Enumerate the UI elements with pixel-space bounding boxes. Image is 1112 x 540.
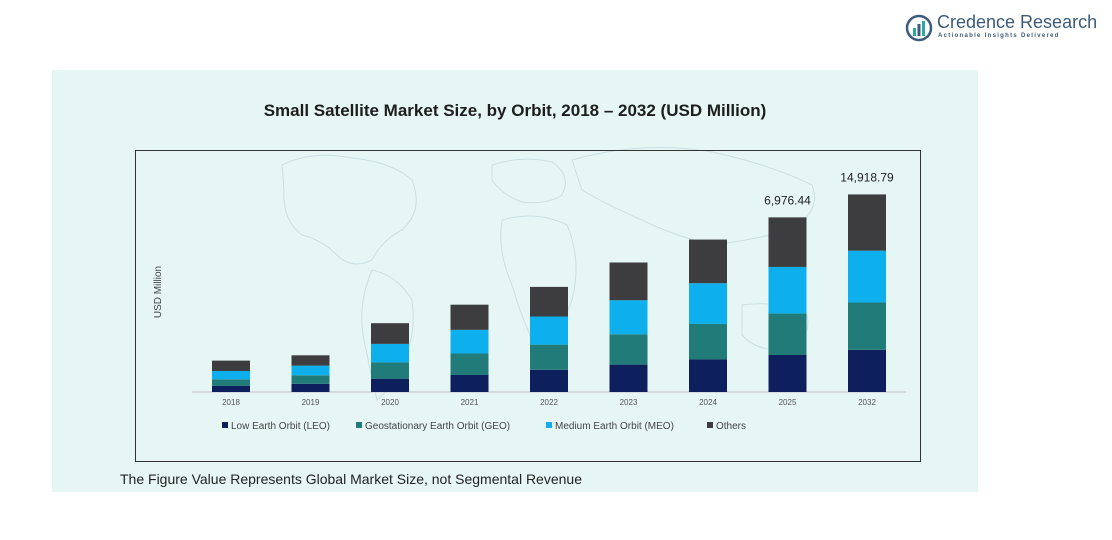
bar-segment	[371, 362, 409, 379]
legend-swatch	[222, 422, 228, 428]
bar-segment	[212, 370, 250, 380]
bar-segment	[848, 349, 886, 392]
legend-item[interactable]: Low Earth Orbit (LEO)	[222, 421, 330, 432]
bar-segment	[768, 355, 807, 392]
legend-item[interactable]: Medium Earth Orbit (MEO)	[546, 421, 674, 432]
x-tick-label: 2019	[302, 398, 320, 407]
bar-segment	[291, 355, 330, 366]
bar-segment	[530, 344, 568, 370]
brand-tagline: Actionable Insights Delivered	[938, 33, 1060, 39]
bar-segment	[609, 334, 648, 365]
chart-title: Small Satellite Market Size, by Orbit, 2…	[263, 101, 767, 120]
x-tick-label: 2018	[222, 398, 240, 407]
bar-segment	[450, 329, 489, 354]
x-tick-label: 2021	[461, 398, 479, 407]
x-tick-label: 2025	[779, 398, 797, 407]
data-label: 14,918.79	[840, 170, 894, 184]
bar-segment	[212, 385, 250, 392]
bar-segment	[291, 375, 330, 384]
bar-segment	[609, 262, 648, 301]
bar-segment	[609, 364, 648, 392]
bar-segment	[371, 323, 409, 344]
legend-swatch	[707, 422, 713, 428]
legend-label: Medium Earth Orbit (MEO)	[555, 421, 674, 432]
legend-swatch	[356, 422, 362, 428]
bar-segment	[689, 323, 727, 360]
bar-segment	[689, 283, 727, 324]
plot-frame	[135, 150, 921, 462]
bar-segment	[212, 379, 250, 386]
x-tick-label: 2032	[858, 398, 876, 407]
bar-segment	[291, 365, 330, 376]
x-tick-label: 2022	[540, 398, 558, 407]
bar-segment	[212, 360, 250, 371]
legend-item[interactable]: Others	[707, 421, 746, 432]
legend-swatch	[546, 422, 552, 428]
bar-segment	[848, 250, 886, 303]
bar-segment	[689, 359, 727, 392]
bar-segment	[530, 369, 568, 392]
legend-item[interactable]: Geostationary Earth Orbit (GEO)	[356, 421, 510, 432]
bar-segment	[450, 374, 489, 392]
bar-segment	[848, 302, 886, 350]
x-tick-label: 2024	[699, 398, 717, 407]
bar-segment	[848, 194, 886, 251]
x-tick-label: 2020	[381, 398, 399, 407]
bar-segment	[450, 304, 489, 330]
x-tick-label: 2023	[620, 398, 638, 407]
bar-segment	[530, 286, 568, 317]
bar-segment	[371, 343, 409, 363]
bar-segment	[450, 353, 489, 375]
brand-icon	[905, 14, 933, 42]
chart-panel: Small Satellite Market Size, by Orbit, 2…	[52, 70, 978, 492]
bar-segment	[530, 316, 568, 345]
legend-label: Others	[716, 421, 746, 432]
legend-label: Low Earth Orbit (LEO)	[231, 421, 330, 432]
data-label: 6,976.44	[764, 193, 811, 207]
stacked-bar-chart: USD Million 2018 2019 2020 2021 2022 2023 2024…	[153, 170, 906, 432]
bar-segment	[768, 217, 807, 267]
legend-label: Geostationary Earth Orbit (GEO)	[365, 421, 510, 432]
brand-logo[interactable]: Credence Research Actionable Insights De…	[905, 12, 1105, 46]
footnote: The Figure Value Represents Global Marke…	[120, 471, 582, 487]
bar-segment	[609, 300, 648, 335]
bar-segment	[371, 378, 409, 392]
brand-name: Credence Research	[937, 12, 1098, 32]
bar-segment	[689, 239, 727, 284]
bar-segment	[291, 383, 330, 392]
bar-segment	[768, 266, 807, 314]
bar-segment	[768, 313, 807, 355]
y-axis-label: USD Million	[153, 266, 164, 318]
